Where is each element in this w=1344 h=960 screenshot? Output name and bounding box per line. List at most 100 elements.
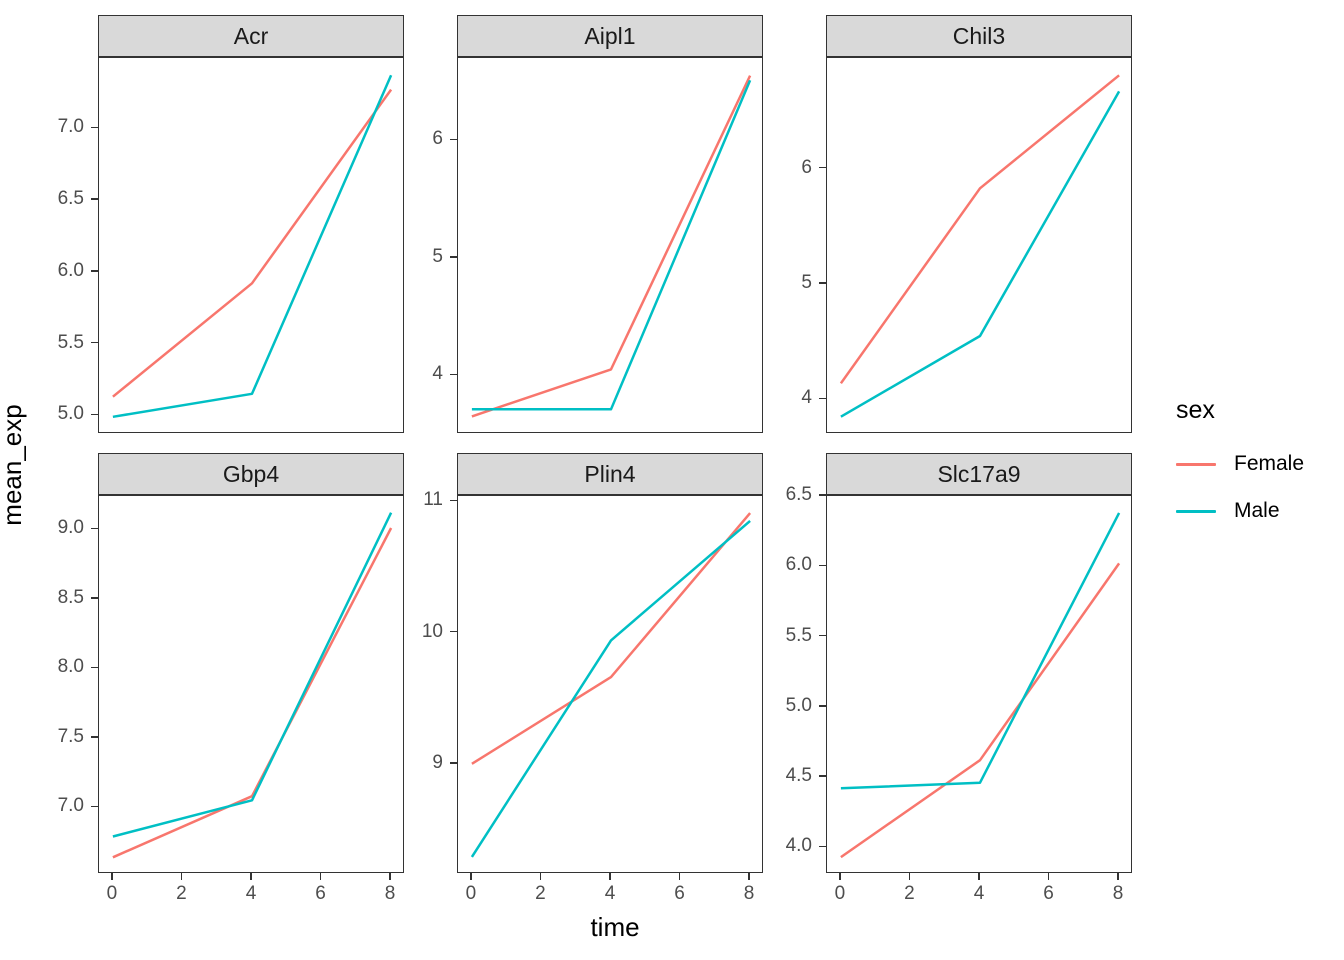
x-tick-mark xyxy=(389,873,391,880)
y-tick-mark xyxy=(91,527,98,530)
x-tick-mark xyxy=(250,873,252,880)
y-tick-mark xyxy=(819,634,826,637)
y-tick-label: 6.0 xyxy=(57,259,84,281)
legend-entry-female: Female xyxy=(1176,451,1304,477)
x-tick-mark xyxy=(609,873,611,880)
y-tick-mark xyxy=(450,630,457,633)
x-tick-label: 2 xyxy=(535,883,546,904)
y-tick-mark xyxy=(91,270,98,272)
facet-panel-Acr xyxy=(98,57,404,433)
male-line xyxy=(471,79,752,411)
legend-title: sex xyxy=(1176,396,1215,424)
x-tick-mark xyxy=(539,873,542,880)
facet-title: Acr xyxy=(233,22,269,49)
y-tick-label: 8.5 xyxy=(57,586,84,608)
y-tick-mark xyxy=(819,494,826,496)
x-tick-mark xyxy=(470,873,472,880)
facet-title: Slc17a9 xyxy=(937,460,1021,487)
y-tick-mark xyxy=(819,775,826,777)
y-tick-mark xyxy=(450,256,457,258)
facet-strip-Acr: Acr xyxy=(98,15,404,57)
x-tick-label: 0 xyxy=(834,883,846,904)
y-tick-mark xyxy=(91,597,98,599)
x-tick-mark xyxy=(1117,873,1119,880)
x-tick-mark xyxy=(678,873,681,880)
y-tick-mark xyxy=(91,198,98,200)
y-tick-mark xyxy=(819,845,826,848)
y-tick-label: 6.5 xyxy=(785,484,812,505)
y-tick-label: 5 xyxy=(801,272,812,294)
x-axis-title: time xyxy=(590,912,640,942)
male-line-key xyxy=(1176,509,1216,513)
x-tick-label: 8 xyxy=(1112,883,1124,904)
x-tick-label: 8 xyxy=(743,883,755,904)
y-tick-mark xyxy=(91,413,98,416)
x-tick-label: 4 xyxy=(973,883,985,904)
male-line xyxy=(470,519,751,858)
y-tick-label: 7.0 xyxy=(57,795,84,817)
y-tick-label: 11 xyxy=(423,489,443,511)
y-tick-label: 4.0 xyxy=(785,835,812,857)
legend-entry-label-female: Female xyxy=(1234,452,1305,475)
y-tick-mark xyxy=(91,126,98,129)
y-tick-mark xyxy=(819,282,826,284)
x-tick-label: 2 xyxy=(176,883,187,904)
female-line xyxy=(839,74,1120,385)
facet-panel-Plin4 xyxy=(457,495,763,873)
legend-entry-male: Male xyxy=(1176,498,1304,524)
y-tick-label: 7.5 xyxy=(57,725,84,747)
y-tick-label: 4.5 xyxy=(785,765,812,787)
y-tick-mark xyxy=(819,705,826,707)
x-tick-label: 6 xyxy=(315,883,326,904)
y-tick-label: 9.0 xyxy=(57,517,84,539)
y-tick-mark xyxy=(450,499,457,501)
x-tick-mark xyxy=(748,873,750,880)
x-tick-mark xyxy=(180,873,183,880)
facet-panel-Aipl1 xyxy=(457,57,763,433)
x-tick-label: 8 xyxy=(384,883,396,904)
x-tick-mark xyxy=(319,873,322,880)
facet-panel-Chil3 xyxy=(826,57,1132,433)
y-tick-label: 9 xyxy=(432,751,443,773)
y-tick-label: 6.0 xyxy=(785,554,812,576)
female-line xyxy=(471,75,752,418)
y-tick-label: 6 xyxy=(801,156,812,178)
y-tick-mark xyxy=(450,762,457,764)
y-tick-label: 5.5 xyxy=(785,624,812,646)
facet-panel-Slc17a9 xyxy=(826,495,1132,873)
male-line xyxy=(840,90,1121,418)
facet-title: Aipl1 xyxy=(584,22,636,49)
female-line xyxy=(840,562,1121,859)
male-line xyxy=(112,512,393,838)
y-tick-mark xyxy=(819,564,826,566)
x-tick-mark xyxy=(111,873,113,880)
legend: sex Female Male xyxy=(1176,396,1304,545)
y-tick-label: 4 xyxy=(432,363,443,385)
x-tick-mark xyxy=(908,873,911,880)
y-tick-label: 5 xyxy=(432,245,443,267)
y-tick-mark xyxy=(819,166,826,169)
facet-strip-Aipl1: Aipl1 xyxy=(457,15,763,57)
y-tick-mark xyxy=(91,666,98,669)
facet-strip-Gbp4: Gbp4 xyxy=(98,453,404,495)
x-tick-label: 6 xyxy=(1043,883,1054,904)
y-tick-mark xyxy=(91,736,98,738)
female-line xyxy=(112,88,393,398)
legend-entry-label-male: Male xyxy=(1234,499,1280,522)
female-line xyxy=(112,527,393,859)
x-tick-mark xyxy=(978,873,980,880)
y-tick-label: 5.0 xyxy=(785,694,812,716)
facet-strip-Slc17a9: Slc17a9 xyxy=(826,453,1132,495)
y-tick-label: 6.5 xyxy=(57,188,84,210)
x-tick-label: 0 xyxy=(465,883,477,904)
y-tick-label: 4 xyxy=(801,387,812,409)
y-tick-label: 8.0 xyxy=(57,656,84,678)
y-tick-label: 6 xyxy=(432,128,443,150)
x-tick-label: 4 xyxy=(604,883,616,904)
facet-title: Plin4 xyxy=(584,460,636,487)
x-tick-mark xyxy=(839,873,841,880)
y-tick-mark xyxy=(91,341,98,344)
y-tick-mark xyxy=(91,805,98,808)
y-tick-label: 5.0 xyxy=(57,403,84,425)
male-line xyxy=(840,512,1121,790)
